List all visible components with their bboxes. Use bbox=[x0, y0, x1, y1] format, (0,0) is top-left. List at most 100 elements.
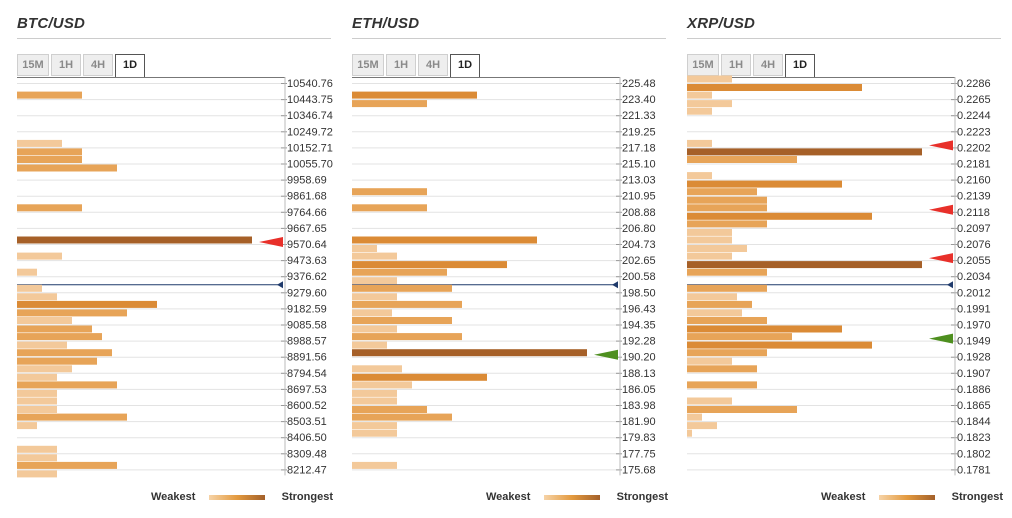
confluence-bar bbox=[352, 341, 387, 349]
tab-1h[interactable]: 1H bbox=[721, 54, 751, 76]
tab-divider bbox=[352, 77, 620, 78]
level-label: 223.40 bbox=[622, 94, 656, 106]
level-label: 0.2202 bbox=[957, 142, 991, 154]
confluence-bar bbox=[352, 325, 397, 333]
confluence-bar bbox=[687, 422, 717, 430]
legend-gradient bbox=[209, 495, 265, 500]
level-label: 181.90 bbox=[622, 416, 656, 428]
confluence-bar bbox=[17, 293, 57, 301]
tab-divider bbox=[17, 77, 285, 78]
tab-1d[interactable]: 1D bbox=[450, 54, 480, 78]
resistance-arrow-icon bbox=[929, 253, 953, 264]
level-label: 219.25 bbox=[622, 126, 656, 138]
confluence-bar bbox=[17, 309, 127, 317]
confluence-bar bbox=[17, 204, 82, 212]
confluence-bar bbox=[17, 389, 57, 397]
confluence-bar bbox=[687, 100, 732, 108]
confluence-bar bbox=[17, 156, 82, 163]
panel-xrp: XRP/USD 15M 1H 4H 1D 0.2286 0.2265 0.2244 0… bbox=[687, 0, 1007, 518]
confluence-bar bbox=[687, 188, 757, 196]
legend-gradient bbox=[879, 495, 935, 500]
tab-1h[interactable]: 1H bbox=[51, 54, 81, 76]
tab-4h[interactable]: 4H bbox=[83, 54, 113, 76]
confluence-bar bbox=[687, 196, 767, 204]
resistance-arrow-icon bbox=[259, 237, 283, 247]
legend-gradient bbox=[544, 495, 600, 500]
confluence-bar bbox=[352, 309, 392, 317]
confluence-bar bbox=[687, 341, 872, 349]
level-label: 194.35 bbox=[622, 320, 656, 332]
confluence-bar bbox=[687, 349, 767, 357]
level-label: 0.1781 bbox=[957, 464, 991, 476]
confluence-chart: 225.48 223.40 221.33 219.25 217.18 215.10 213.… bbox=[352, 77, 656, 476]
level-label: 8212.47 bbox=[287, 464, 327, 476]
confluence-bar bbox=[352, 389, 397, 397]
tab-1d[interactable]: 1D bbox=[115, 54, 145, 78]
confluence-bar bbox=[687, 268, 767, 276]
level-label: 204.73 bbox=[622, 239, 656, 251]
confluence-bar bbox=[687, 220, 767, 228]
level-label: 0.1991 bbox=[957, 303, 991, 315]
legend-weakest: Weakest bbox=[486, 491, 531, 503]
confluence-bar bbox=[17, 445, 57, 453]
confluence-bar bbox=[17, 381, 117, 389]
confluence-bar bbox=[687, 333, 792, 341]
confluence-bar bbox=[352, 461, 397, 469]
legend-weakest: Weakest bbox=[821, 491, 866, 503]
level-label: 183.98 bbox=[622, 400, 656, 412]
title-divider bbox=[17, 38, 331, 39]
tab-15m[interactable]: 15M bbox=[17, 54, 49, 76]
confluence-bar bbox=[687, 139, 712, 147]
tab-4h[interactable]: 4H bbox=[418, 54, 448, 76]
support-arrow-icon bbox=[929, 333, 953, 344]
tab-15m[interactable]: 15M bbox=[352, 54, 384, 76]
confluence-bar bbox=[352, 349, 587, 357]
level-label: 8406.50 bbox=[287, 432, 327, 444]
confluence-bar bbox=[352, 261, 507, 269]
confluence-bar bbox=[17, 357, 97, 365]
level-label: 8891.56 bbox=[287, 352, 327, 364]
confluence-bar bbox=[687, 75, 732, 83]
confluence-bar bbox=[17, 461, 117, 469]
confluence-bar bbox=[17, 422, 37, 430]
confluence-bar bbox=[687, 148, 922, 156]
level-label: 0.2034 bbox=[957, 271, 991, 283]
confluence-bar bbox=[17, 300, 157, 308]
timeframe-tabs: 15M 1H 4H 1D bbox=[687, 54, 817, 78]
current-price-marker bbox=[612, 281, 618, 289]
level-label: 9667.65 bbox=[287, 223, 327, 235]
confluence-bar bbox=[352, 204, 427, 212]
level-label: 9764.66 bbox=[287, 207, 327, 219]
confluence-bar bbox=[687, 245, 747, 252]
confluence-bar bbox=[352, 373, 487, 381]
confluence-bar bbox=[352, 317, 452, 324]
tab-4h[interactable]: 4H bbox=[753, 54, 783, 76]
confluence-bar bbox=[352, 429, 397, 437]
confluence-bar bbox=[687, 284, 767, 292]
level-label: 192.28 bbox=[622, 336, 656, 348]
tab-1h[interactable]: 1H bbox=[386, 54, 416, 76]
level-label: 217.18 bbox=[622, 142, 656, 154]
confluence-bar bbox=[687, 156, 797, 163]
level-label: 8309.48 bbox=[287, 448, 327, 460]
confluence-chart: 10540.76 10443.75 10346.74 10249.72 10152.71… bbox=[17, 77, 333, 478]
confluence-bar bbox=[17, 252, 62, 260]
level-label: 10055.70 bbox=[287, 159, 333, 171]
confluence-bar bbox=[687, 261, 922, 269]
level-label: 0.1928 bbox=[957, 352, 991, 364]
level-label: 10443.75 bbox=[287, 94, 333, 106]
confluence-bar bbox=[352, 100, 427, 108]
panel-btc: BTC/USD 15M 1H 4H 1D 10540.76 10443.75 103… bbox=[17, 0, 337, 518]
confluence-bar bbox=[687, 212, 872, 220]
level-label: 8794.54 bbox=[287, 368, 327, 380]
level-label: 0.2139 bbox=[957, 191, 991, 203]
level-label: 10346.74 bbox=[287, 110, 333, 122]
level-label: 0.2012 bbox=[957, 287, 991, 299]
confluence-bar bbox=[17, 236, 252, 244]
confluence-bar bbox=[352, 284, 452, 292]
confluence-bar bbox=[352, 277, 397, 285]
confluence-chart: 0.2286 0.2265 0.2244 0.2223 0.2202 0.2181 0.21… bbox=[687, 75, 991, 476]
confluence-bar bbox=[687, 228, 732, 236]
confluence-bar bbox=[352, 245, 377, 252]
strength-legend: Weakest Strongest bbox=[486, 491, 668, 505]
